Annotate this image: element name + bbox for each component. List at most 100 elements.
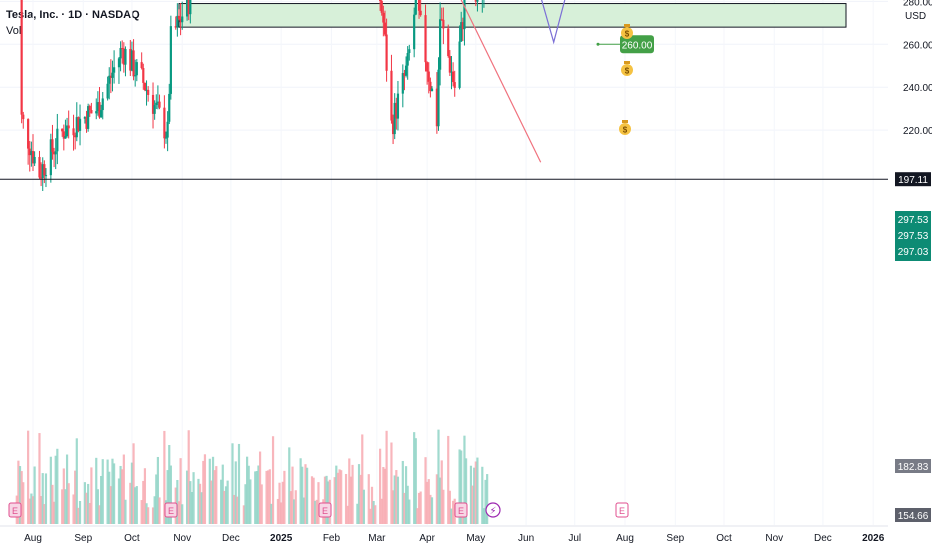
- candle-body: [62, 131, 65, 139]
- candle-body: [447, 28, 450, 57]
- volume-bar: [265, 470, 268, 524]
- currency-label: USD: [905, 11, 926, 22]
- candle-body: [129, 49, 132, 71]
- x-tick-label: Aug: [24, 533, 42, 544]
- volume-bar: [348, 458, 351, 524]
- volume-bar: [276, 498, 280, 524]
- candle-body: [109, 75, 112, 78]
- volume-bar: [403, 492, 406, 524]
- volume-bar: [391, 490, 395, 524]
- volume-bar: [87, 483, 90, 524]
- volume-bar: [361, 434, 364, 524]
- candle-body: [406, 52, 409, 66]
- volume-bar: [52, 501, 56, 524]
- candle-body: [20, 0, 23, 115]
- volume-bar: [198, 483, 202, 524]
- volume-bar: [113, 463, 116, 524]
- volume-bar: [119, 465, 122, 524]
- volume-bar: [61, 489, 64, 524]
- candle-body: [440, 19, 443, 21]
- candle-body: [169, 26, 172, 94]
- candle-body: [72, 128, 75, 136]
- volume-bar: [281, 481, 284, 524]
- level-tag: 297.03: [898, 247, 929, 258]
- volume-bar: [234, 461, 237, 524]
- earnings-marker: [454, 502, 468, 518]
- volume-bar: [231, 443, 234, 524]
- volume-bar: [74, 470, 77, 524]
- volume-bar: [255, 471, 258, 524]
- level-tag: 297.53: [898, 231, 929, 242]
- volume-bar: [213, 470, 216, 524]
- candle-body: [130, 50, 134, 71]
- x-tick-label: Dec: [814, 533, 832, 544]
- support-zone: [178, 3, 847, 28]
- volume-bar: [333, 477, 336, 524]
- candle-body: [121, 48, 124, 50]
- candle-body: [142, 68, 145, 83]
- projection-path: [541, 0, 566, 45]
- volume-bar: [244, 484, 247, 524]
- volume-bar: [417, 492, 421, 524]
- earnings-marker-label: E: [458, 506, 464, 516]
- y-tick-label: 280.00: [903, 0, 932, 8]
- candle-body: [435, 88, 438, 127]
- volume-bar: [140, 500, 143, 524]
- earnings-marker-label: E: [12, 506, 18, 516]
- volume-bar: [246, 456, 249, 524]
- volume-bar: [293, 499, 296, 524]
- volume-bar: [447, 435, 450, 524]
- earnings-marker: [615, 502, 629, 518]
- candle-body: [430, 88, 434, 92]
- candle-body: [168, 93, 171, 122]
- x-tick-label: Feb: [323, 533, 341, 544]
- volume-bar: [75, 438, 78, 524]
- volume-bar: [135, 486, 138, 524]
- candle-body: [382, 12, 385, 23]
- candle-body: [448, 56, 451, 73]
- volume-bar: [64, 489, 67, 524]
- volume-bar: [440, 460, 443, 524]
- volume-bar: [429, 494, 432, 524]
- volume-bar: [108, 471, 111, 524]
- candle-body: [143, 82, 147, 91]
- candle-body: [155, 102, 158, 106]
- volume-bar: [142, 480, 145, 524]
- candle-body: [185, 0, 189, 17]
- volume-bar: [310, 476, 314, 524]
- volume-bar: [439, 477, 442, 524]
- volume-bar: [304, 464, 307, 524]
- volume-bar: [28, 498, 31, 524]
- candle-body: [393, 102, 396, 135]
- candle-body: [28, 148, 31, 156]
- volume-bar: [202, 460, 205, 524]
- candle-body: [75, 117, 78, 138]
- volume-tag-b: 154.66: [898, 511, 929, 522]
- candle-body: [408, 49, 411, 53]
- candle-body: [101, 98, 104, 111]
- candle-body: [453, 82, 456, 88]
- candle-body: [451, 71, 455, 83]
- volume-bar: [346, 505, 349, 524]
- volume-bar: [473, 467, 476, 524]
- candle-body: [163, 107, 166, 139]
- volume-bar: [151, 507, 155, 524]
- candle-body: [49, 139, 52, 176]
- volume-bar: [147, 507, 150, 524]
- volume-label: Vol: [6, 25, 22, 37]
- candle-body: [61, 128, 64, 132]
- candle-body: [56, 128, 59, 152]
- x-tick-label: Sep: [74, 533, 92, 544]
- volume-bar: [419, 491, 422, 524]
- volume-bar: [155, 474, 158, 524]
- x-tick-label: Aug: [616, 533, 634, 544]
- y-tick-label: 260.00: [903, 40, 932, 51]
- candle-body: [135, 62, 138, 76]
- candle-body: [179, 18, 182, 23]
- volume-bar: [359, 474, 362, 524]
- candle-body: [158, 101, 161, 108]
- volume-bar: [382, 467, 385, 524]
- candle-body: [147, 89, 150, 95]
